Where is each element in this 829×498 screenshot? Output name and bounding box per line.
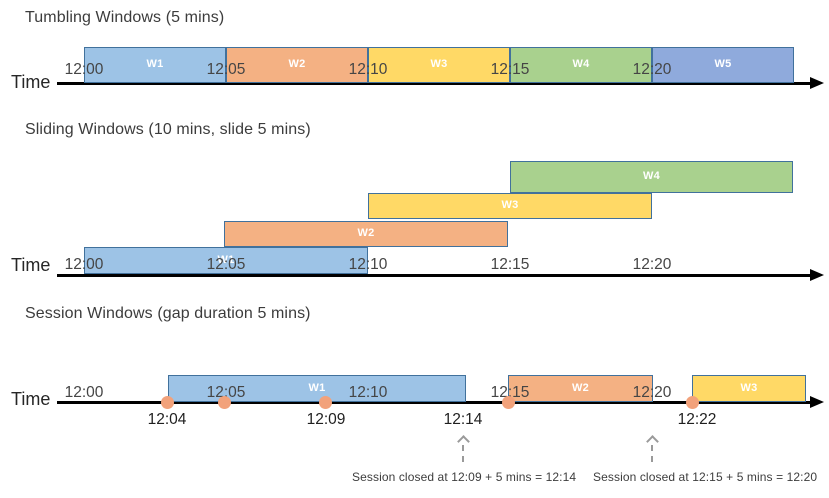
window-label: W1 — [146, 58, 164, 70]
time-axis-arrowhead-icon — [810, 77, 824, 90]
section-title-sliding: Sliding Windows (10 mins, slide 5 mins) — [25, 121, 311, 138]
axis-tick-label: 12:20 — [632, 384, 672, 401]
time-axis-arrowhead-icon — [810, 396, 824, 409]
time-axis-label: Time — [11, 72, 51, 92]
axis-tick-label: 12:15 — [490, 384, 530, 401]
event-time-label: 12:22 — [677, 411, 717, 428]
event-time-label: 12:04 — [147, 411, 187, 428]
time-axis-label: Time — [11, 389, 51, 409]
window-bar-w2: W2 — [224, 221, 508, 247]
window-label: W1 — [217, 253, 235, 266]
window-label: W1 — [308, 381, 326, 394]
window-bar-w1: W1 — [84, 247, 368, 274]
axis-tick-label: 12:20 — [632, 61, 672, 78]
axis-tick-label: 12:00 — [64, 256, 104, 273]
window-bar-w4: W4 — [510, 47, 652, 83]
window-bar-w3: W3 — [692, 375, 806, 402]
window-bar-w2: W2 — [508, 375, 653, 402]
window-label: W4 — [572, 58, 590, 70]
window-label: W2 — [571, 381, 590, 394]
window-label: W3 — [430, 58, 448, 70]
axis-tick-label: 12:10 — [348, 256, 388, 273]
window-label: W4 — [642, 170, 661, 182]
event-dot — [501, 395, 515, 409]
section-title-session: Session Windows (gap duration 5 mins) — [25, 305, 311, 322]
event-dot — [217, 395, 231, 409]
window-label: W3 — [501, 199, 519, 211]
section-title-tumbling: Tumbling Windows (5 mins) — [25, 9, 225, 26]
axis-tick-label: 12:20 — [632, 256, 672, 273]
axis-tick-label: 12:10 — [348, 384, 388, 401]
window-bar-w5: W5 — [652, 47, 794, 83]
time-axis-line — [57, 274, 812, 277]
window-label: W2 — [357, 227, 375, 239]
window-label: W3 — [740, 381, 758, 394]
event-time-label: 12:14 — [443, 411, 483, 428]
dashed-up-arrow-stem — [651, 445, 653, 462]
event-dot — [318, 395, 332, 409]
axis-tick-label: 12:10 — [348, 61, 388, 78]
time-axis-arrowhead-icon — [810, 269, 824, 282]
event-dot — [685, 395, 699, 409]
axis-tick-label: 12:00 — [64, 384, 104, 401]
window-label: W5 — [714, 58, 732, 70]
event-dot — [160, 395, 174, 409]
window-bar-w2: W2 — [226, 47, 368, 83]
axis-tick-label: 12:15 — [490, 256, 530, 273]
axis-tick-label: 12:05 — [206, 384, 246, 401]
window-bar-w1: W1 — [168, 375, 466, 402]
window-bar-w1: W1 — [84, 47, 226, 83]
time-axis-line — [57, 82, 812, 85]
window-bar-w4: W4 — [510, 161, 793, 193]
session-close-annotation: Session closed at 12:09 + 5 mins = 12:14 — [352, 470, 577, 484]
axis-tick-label: 12:15 — [490, 61, 530, 78]
window-bar-w3: W3 — [368, 47, 510, 83]
time-axis-line — [57, 401, 812, 404]
session-close-annotation: Session closed at 12:15 + 5 mins = 12:20 — [593, 470, 818, 484]
axis-tick-label: 12:00 — [64, 61, 104, 78]
time-axis-label: Time — [11, 255, 51, 275]
window-bar-w3: W3 — [368, 193, 652, 219]
event-time-label: 12:09 — [306, 411, 346, 428]
axis-tick-label: 12:05 — [206, 61, 246, 78]
dashed-up-arrow-stem — [462, 445, 464, 462]
window-label: W2 — [288, 58, 306, 70]
axis-tick-label: 12:05 — [206, 256, 246, 273]
